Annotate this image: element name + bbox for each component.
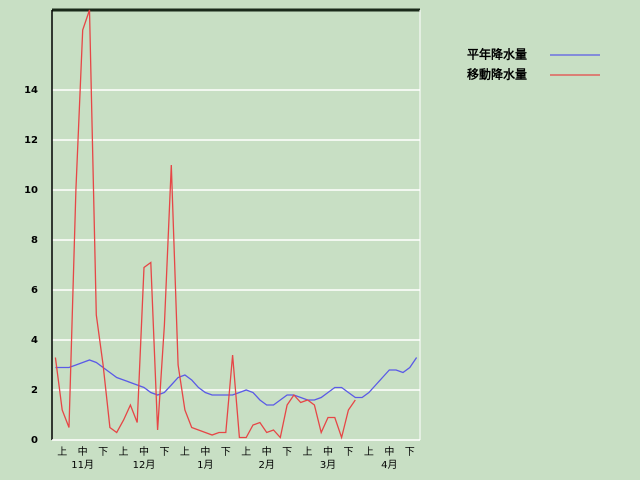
x-tick-label: 上 — [57, 446, 67, 458]
y-tick-label: 6 — [31, 285, 38, 296]
legend-label: 平年降水量 — [467, 47, 527, 62]
y-tick-label: 14 — [24, 85, 38, 96]
series-line — [54, 9, 356, 440]
x-tick-label: 中 — [323, 445, 333, 458]
x-tick-label: 下 — [282, 447, 292, 458]
month-label: 12月 — [133, 459, 156, 471]
month-label: 3月 — [320, 459, 336, 471]
x-tick-label: 上 — [364, 446, 374, 458]
y-tick-label: 2 — [31, 385, 38, 396]
x-tick-label: 下 — [159, 447, 169, 458]
x-tick-label: 中 — [262, 445, 272, 458]
x-tick-label: 中 — [78, 445, 88, 458]
x-tick-label: 上 — [119, 446, 129, 458]
x-tick-label: 中 — [139, 445, 149, 458]
x-tick-label: 上 — [241, 446, 251, 458]
x-tick-label: 上 — [303, 446, 313, 458]
month-label: 2月 — [258, 459, 274, 471]
x-tick-label: 上 — [180, 446, 190, 458]
y-tick-label: 4 — [31, 335, 38, 346]
month-label: 1月 — [197, 459, 213, 471]
y-tick-label: 0 — [31, 435, 38, 446]
x-tick-label: 下 — [98, 447, 108, 458]
x-tick-label: 下 — [405, 447, 415, 458]
month-label: 4月 — [381, 459, 397, 471]
y-tick-label: 12 — [24, 135, 38, 146]
x-tick-label: 下 — [343, 447, 353, 458]
x-tick-label: 下 — [221, 447, 231, 458]
x-tick-label: 中 — [200, 445, 210, 458]
y-tick-label: 10 — [24, 185, 38, 196]
legend-label: 移動降水量 — [467, 67, 527, 82]
y-tick-label: 8 — [31, 235, 38, 246]
month-label: 11月 — [71, 459, 94, 471]
x-tick-label: 中 — [384, 445, 394, 458]
